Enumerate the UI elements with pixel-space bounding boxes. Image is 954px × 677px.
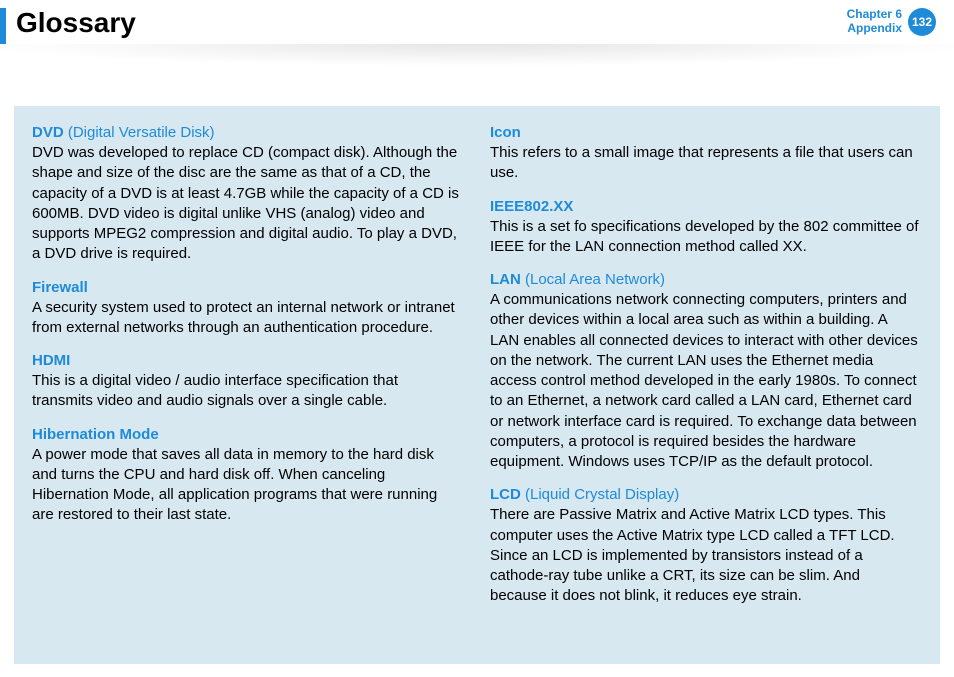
glossary-content: DVD (Digital Versatile Disk) DVD was dev… — [14, 106, 940, 664]
glossary-term: DVD (Digital Versatile Disk) — [32, 124, 462, 141]
glossary-term: Firewall — [32, 279, 462, 296]
term-name: LAN — [490, 271, 521, 288]
glossary-entry: LAN (Local Area Network) A communication… — [490, 271, 920, 472]
term-name: Hibernation Mode — [32, 426, 159, 443]
page-header: Glossary Chapter 6 Appendix 132 — [0, 0, 954, 44]
title-accent-bar — [0, 8, 6, 44]
glossary-definition: This refers to a small image that repres… — [490, 143, 920, 184]
page-number-badge: 132 — [908, 8, 936, 36]
right-column: Icon This refers to a small image that r… — [490, 124, 920, 646]
term-expansion: (Liquid Crystal Display) — [525, 486, 679, 503]
document-page: Glossary Chapter 6 Appendix 132 DVD (Dig… — [0, 0, 954, 677]
glossary-term: IEEE802.XX — [490, 198, 920, 215]
glossary-definition: A power mode that saves all data in memo… — [32, 445, 462, 526]
term-name: HDMI — [32, 352, 70, 369]
glossary-entry: Hibernation Mode A power mode that saves… — [32, 426, 462, 526]
glossary-entry: IEEE802.XX This is a set fo specificatio… — [490, 198, 920, 258]
glossary-definition: A security system used to protect an int… — [32, 298, 462, 339]
glossary-term: Hibernation Mode — [32, 426, 462, 443]
term-name: LCD — [490, 486, 521, 503]
chapter-label: Chapter 6 Appendix — [847, 8, 902, 36]
glossary-term: LAN (Local Area Network) — [490, 271, 920, 288]
page-title: Glossary — [16, 8, 136, 39]
glossary-definition: A communications network connecting comp… — [490, 290, 920, 472]
chapter-indicator: Chapter 6 Appendix 132 — [847, 8, 936, 36]
chapter-line-2: Appendix — [847, 22, 902, 36]
glossary-entry: DVD (Digital Versatile Disk) DVD was dev… — [32, 124, 462, 265]
glossary-term: Icon — [490, 124, 920, 141]
term-name: Firewall — [32, 279, 88, 296]
chapter-line-1: Chapter 6 — [847, 8, 902, 22]
glossary-entry: LCD (Liquid Crystal Display) There are P… — [490, 486, 920, 606]
left-column: DVD (Digital Versatile Disk) DVD was dev… — [32, 124, 462, 646]
glossary-term: LCD (Liquid Crystal Display) — [490, 486, 920, 503]
glossary-entry: Firewall A security system used to prote… — [32, 279, 462, 339]
glossary-term: HDMI — [32, 352, 462, 369]
glossary-definition: This is a digital video / audio interfac… — [32, 371, 462, 412]
glossary-definition: There are Passive Matrix and Active Matr… — [490, 505, 920, 606]
glossary-entry: HDMI This is a digital video / audio int… — [32, 352, 462, 412]
term-name: DVD — [32, 124, 64, 141]
term-name: Icon — [490, 124, 521, 141]
title-group: Glossary — [0, 8, 136, 44]
header-shadow — [0, 44, 954, 74]
term-expansion: (Local Area Network) — [525, 271, 665, 288]
glossary-definition: DVD was developed to replace CD (compact… — [32, 143, 462, 265]
glossary-definition: This is a set fo specifications develope… — [490, 217, 920, 258]
glossary-entry: Icon This refers to a small image that r… — [490, 124, 920, 184]
term-expansion: (Digital Versatile Disk) — [68, 124, 215, 141]
term-name: IEEE802.XX — [490, 198, 573, 215]
